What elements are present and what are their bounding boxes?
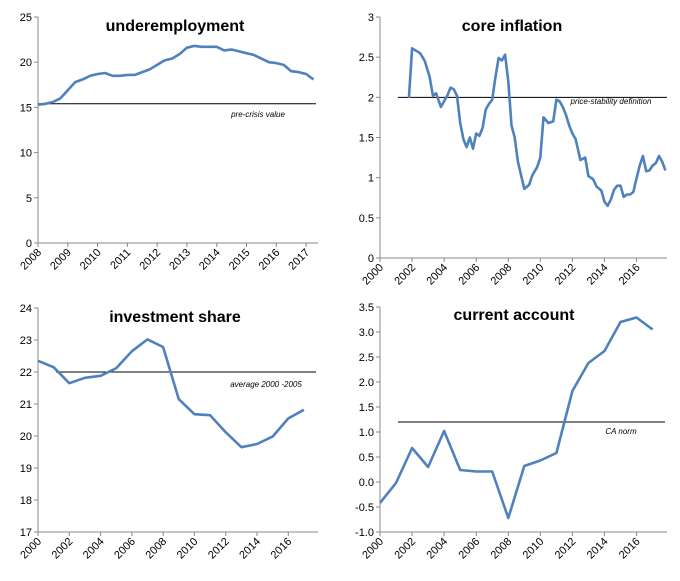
y-tick-label: 2.0 — [359, 377, 374, 389]
y-tick-label: 21 — [20, 399, 32, 411]
series-line — [37, 338, 305, 449]
x-tick-label: 2008 — [489, 262, 515, 288]
x-tick-label: 2012 — [206, 536, 232, 562]
y-tick-label: 3.5 — [359, 302, 374, 314]
y-tick-label: 0.5 — [359, 213, 374, 225]
x-tick-label: 2006 — [457, 262, 483, 288]
y-tick-label: 2 — [368, 92, 374, 104]
y-tick-label: 0.0 — [359, 477, 374, 489]
x-tick-label: 2014 — [197, 247, 223, 273]
x-tick-label: 2008 — [489, 536, 515, 562]
y-tick-label: 25 — [20, 12, 32, 24]
y-tick-label: 2.5 — [359, 352, 374, 364]
x-tick-label: 2004 — [424, 536, 450, 562]
y-tick-label: 1.5 — [359, 133, 374, 145]
x-tick-label: 2014 — [585, 262, 611, 288]
y-tick-label: 17 — [20, 527, 32, 539]
x-tick-label: 2009 — [48, 247, 74, 273]
x-tick-label: 2016 — [617, 536, 643, 562]
x-tick-label: 2012 — [553, 262, 579, 288]
y-tick-label: -1.0 — [355, 527, 374, 539]
y-tick-label: 23 — [20, 335, 32, 347]
series-line — [378, 316, 654, 520]
y-tick-label: 1 — [368, 173, 374, 185]
y-tick-label: 5 — [26, 193, 32, 205]
x-tick-label: 2006 — [457, 536, 483, 562]
y-tick-label: 2.5 — [359, 52, 374, 64]
x-tick-label: 2002 — [392, 262, 418, 288]
x-tick-label: 2000 — [18, 536, 44, 562]
chart-title: investment share — [109, 309, 241, 326]
chart-4: -1.0 -0.5 0.0 0.5 1.0 1.5 2.0 2.5 3.0 3.5 2000 2002… — [355, 302, 667, 561]
x-tick-label: 2017 — [286, 247, 312, 273]
x-tick-label: 2013 — [167, 247, 193, 273]
y-tick-label: 15 — [20, 102, 32, 114]
y-tick-label: 10 — [20, 148, 32, 160]
x-tick-label: 2010 — [521, 536, 547, 562]
x-tick-label: 2002 — [392, 536, 418, 562]
y-tick-label: 22 — [20, 367, 32, 379]
x-tick-label: 2016 — [257, 247, 283, 273]
y-tick-label: 20 — [20, 57, 32, 69]
x-tick-label: 2002 — [50, 536, 76, 562]
y-tick-label: 3 — [368, 12, 374, 24]
y-tick-label: 3.0 — [359, 327, 374, 339]
x-tick-label: 2000 — [360, 536, 386, 562]
y-tick-label: 0 — [26, 238, 32, 250]
y-tick-label: 1.5 — [359, 402, 374, 414]
series-line — [407, 46, 667, 208]
x-tick-label: 2014 — [585, 536, 611, 562]
chart-title: core inflation — [462, 18, 562, 35]
y-tick-label: -0.5 — [355, 502, 374, 514]
x-tick-label: 2016 — [269, 536, 295, 562]
x-tick-label: 2010 — [175, 536, 201, 562]
x-tick-label: 2016 — [617, 262, 643, 288]
series-line — [37, 44, 315, 106]
reference-line-label: pre-crisis value — [230, 110, 285, 119]
x-tick-label: 2015 — [227, 247, 253, 273]
x-tick-label: 2004 — [81, 536, 107, 562]
chart-title: current account — [454, 307, 576, 324]
x-tick-label: 2008 — [143, 536, 169, 562]
y-tick-label: 0 — [368, 253, 374, 265]
x-tick-label: 2014 — [237, 536, 263, 562]
y-tick-label: 24 — [20, 303, 32, 315]
y-tick-label: 1.0 — [359, 427, 374, 439]
chart-3: 17 18 19 20 21 22 23 24 2000 2002 2004 2006 2008 2010… — [18, 303, 318, 561]
y-tick-label: 19 — [20, 463, 32, 475]
y-tick-label: 20 — [20, 431, 32, 443]
x-tick-label: 2012 — [553, 536, 579, 562]
x-tick-label: 2004 — [424, 262, 450, 288]
x-tick-label: 2000 — [360, 262, 386, 288]
x-tick-label: 2008 — [18, 247, 44, 273]
x-tick-label: 2011 — [108, 247, 133, 272]
x-tick-label: 2010 — [521, 262, 547, 288]
reference-line-label: price-stability definition — [570, 97, 652, 106]
chart-title: underemployment — [106, 18, 245, 35]
y-tick-label: 0.5 — [359, 452, 374, 464]
reference-line-label: average 2000 -2005 — [230, 380, 302, 389]
x-tick-label: 2006 — [112, 536, 138, 562]
x-tick-label: 2010 — [78, 247, 104, 273]
y-tick-label: 18 — [20, 495, 32, 507]
reference-line-label: CA norm — [605, 427, 637, 436]
x-tick-label: 2012 — [137, 247, 163, 273]
